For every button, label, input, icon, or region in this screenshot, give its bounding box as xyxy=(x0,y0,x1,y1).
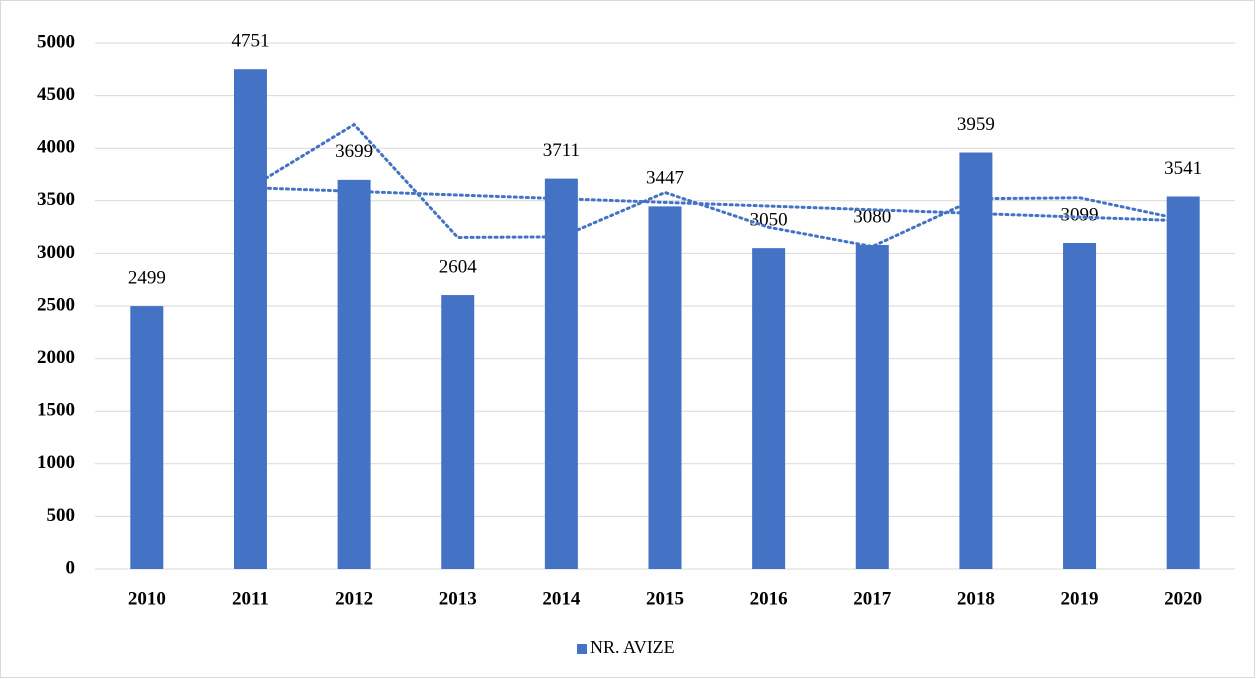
bar xyxy=(1063,242,1097,569)
data-label: 3541 xyxy=(1164,158,1202,179)
data-label: 2499 xyxy=(128,267,166,288)
y-tick-label: 2000 xyxy=(37,347,75,368)
data-label: 2604 xyxy=(439,256,478,277)
x-tick-label: 2013 xyxy=(439,588,477,609)
bar xyxy=(648,206,682,569)
x-tick-label: 2011 xyxy=(232,588,269,609)
data-label: 3711 xyxy=(543,140,580,161)
y-tick-label: 3500 xyxy=(37,189,75,210)
x-tick-label: 2019 xyxy=(1061,588,1099,609)
data-label: 3099 xyxy=(1061,204,1099,225)
y-tick-label: 1500 xyxy=(37,400,75,421)
data-label: 3447 xyxy=(646,168,684,189)
x-tick-label: 2017 xyxy=(853,588,892,609)
trendline xyxy=(248,186,1185,223)
bar xyxy=(752,248,786,569)
bar xyxy=(130,306,164,569)
legend-label: NR. AVIZE xyxy=(590,637,675,657)
y-tick-label: 500 xyxy=(47,505,76,526)
bar xyxy=(1166,196,1200,569)
bar xyxy=(441,295,475,569)
y-tick-label: 5000 xyxy=(37,31,75,52)
bar xyxy=(233,69,267,570)
x-tick-label: 2018 xyxy=(957,588,995,609)
x-tick-label: 2020 xyxy=(1164,588,1202,609)
data-label: 4751 xyxy=(231,31,269,52)
bar xyxy=(959,152,993,570)
y-tick-label: 3000 xyxy=(37,242,75,263)
trendline xyxy=(248,122,1185,249)
bar xyxy=(337,179,371,569)
x-tick-label: 2014 xyxy=(542,588,581,609)
x-tick-label: 2010 xyxy=(128,588,166,609)
y-tick-label: 4500 xyxy=(37,84,75,105)
y-tick-label: 0 xyxy=(66,557,76,578)
bar xyxy=(544,178,578,570)
bar xyxy=(855,244,889,569)
y-tick-label: 2500 xyxy=(37,294,75,315)
legend-swatch xyxy=(577,644,587,654)
data-label: 3699 xyxy=(335,141,373,162)
x-tick-label: 2015 xyxy=(646,588,684,609)
y-tick-label: 1000 xyxy=(37,452,75,473)
x-tick-label: 2012 xyxy=(335,588,373,609)
x-tick-label: 2016 xyxy=(750,588,788,609)
data-label: 3080 xyxy=(853,206,891,227)
y-tick-label: 4000 xyxy=(37,137,75,158)
data-label: 3959 xyxy=(957,114,995,135)
